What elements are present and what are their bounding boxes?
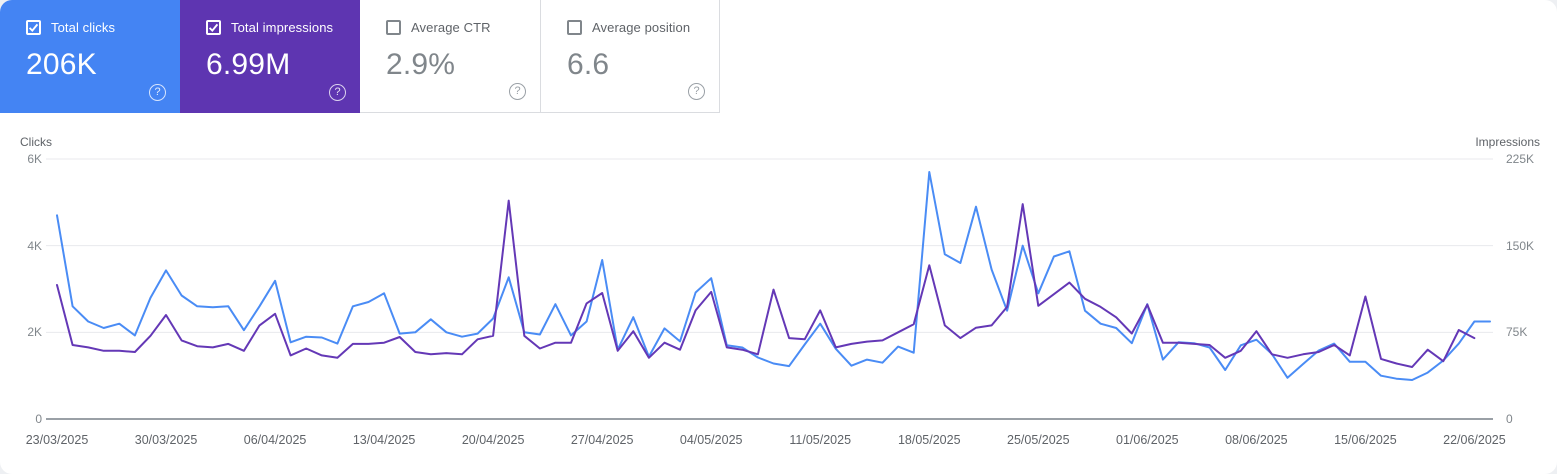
left-axis-tick: 4K (27, 238, 42, 253)
left-axis-tick: 0 (35, 412, 42, 426)
metric-card-average-ctr[interactable]: Average CTR 2.9%? (360, 0, 540, 113)
left-axis-tick: 2K (27, 325, 42, 340)
x-axis-date-label: 13/04/2025 (352, 433, 416, 447)
help-icon[interactable]: ? (329, 84, 346, 101)
metric-label: Average CTR (411, 20, 491, 35)
metric-label: Total clicks (51, 20, 116, 35)
help-icon[interactable]: ? (149, 84, 166, 101)
x-axis-date-label: 01/06/2025 (1116, 433, 1179, 447)
right-axis-tick: 150K (1506, 238, 1535, 253)
right-axis-tick: 225K (1506, 152, 1535, 166)
x-axis-date-label: 22/06/2025 (1443, 433, 1506, 447)
right-axis-tick: 0 (1506, 412, 1513, 426)
metric-card-total-clicks[interactable]: Total clicks 206K? (0, 0, 180, 113)
x-axis-date-label: 23/03/2025 (25, 433, 89, 447)
metric-value: 2.9% (386, 48, 456, 81)
chart-plot-area[interactable] (0, 130, 1557, 474)
checkmark-icon (208, 23, 219, 33)
metric-checkbox[interactable] (26, 20, 41, 35)
left-axis-tick: 6K (27, 152, 42, 166)
metric-label: Total impressions (231, 20, 334, 35)
right-axis-title: Impressions (1475, 135, 1540, 149)
series-line-total-impressions (56, 199, 1476, 368)
metric-cards: Total clicks 206K? Total impressions 6.99M?… (0, 0, 720, 113)
performance-chart: Clicks Impressions 0 2K 4K 6K 0 75K 150K 225K 23… (0, 130, 1557, 474)
metric-card-average-position[interactable]: Average position 6.6? (540, 0, 720, 113)
metric-value: 6.6 (567, 48, 610, 81)
x-axis-date-label: 20/04/2025 (461, 433, 525, 447)
metric-checkbox[interactable] (567, 20, 582, 35)
left-axis-title: Clicks (20, 135, 52, 149)
x-axis-date-label: 15/06/2025 (1334, 433, 1397, 447)
right-axis-tick: 75K (1506, 325, 1528, 340)
x-axis-date-label: 25/05/2025 (1007, 433, 1070, 447)
x-axis-date-label: 30/03/2025 (134, 433, 198, 447)
metric-checkbox[interactable] (386, 20, 401, 35)
help-icon[interactable]: ? (509, 83, 526, 100)
metric-card-total-impressions[interactable]: Total impressions 6.99M? (180, 0, 360, 113)
metric-checkbox[interactable] (206, 20, 221, 35)
series-line-total-clicks (56, 171, 1491, 381)
metric-label: Average position (592, 20, 691, 35)
metric-value: 206K (26, 48, 97, 81)
x-axis-date-label: 27/04/2025 (570, 433, 634, 447)
help-icon[interactable]: ? (688, 83, 705, 100)
metric-value: 6.99M (206, 48, 291, 81)
checkmark-icon (28, 23, 39, 33)
x-axis-date-label: 08/06/2025 (1225, 433, 1288, 447)
x-axis-date-label: 18/05/2025 (897, 433, 961, 447)
x-axis-date-label: 06/04/2025 (243, 433, 307, 447)
x-axis-date-label: 04/05/2025 (679, 433, 743, 447)
x-axis-date-label: 11/05/2025 (789, 433, 852, 447)
